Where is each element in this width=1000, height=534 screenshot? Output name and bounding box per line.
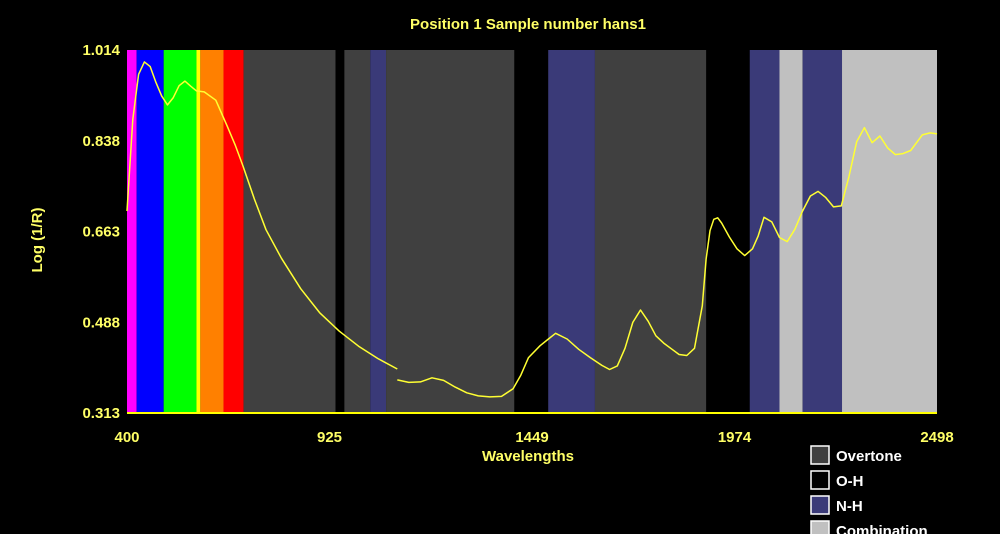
- legend-label: N-H: [836, 498, 863, 515]
- x-axis-label: Wavelengths: [482, 448, 574, 465]
- y-tick-labels: 1.014 0.838 0.663 0.488 0.313: [82, 42, 120, 422]
- x-tick-label: 925: [317, 429, 342, 446]
- x-tick-labels: 400 925 1449 1974 2498: [114, 429, 953, 446]
- band-2: [163, 50, 197, 413]
- band-13: [779, 50, 803, 413]
- legend-swatch: [810, 445, 830, 465]
- legend-swatch: [810, 470, 830, 490]
- x-tick-label: 1449: [515, 429, 548, 446]
- y-tick-label: 0.313: [82, 405, 120, 422]
- y-tick-label: 1.014: [82, 42, 120, 59]
- spectrum-line-segment-1: [397, 126, 938, 398]
- band-7: [344, 50, 371, 413]
- y-axis-label: Log (1/R): [29, 208, 46, 273]
- legend-swatch: [810, 495, 830, 515]
- x-tick-label: 400: [114, 429, 139, 446]
- band-1: [136, 50, 164, 413]
- band-10: [548, 50, 595, 413]
- band-0: [127, 50, 137, 413]
- legend-label: O-H: [836, 473, 864, 490]
- band-12: [749, 50, 780, 413]
- y-tick-label: 0.488: [82, 314, 120, 331]
- band-4: [200, 50, 224, 413]
- band-11: [594, 50, 707, 413]
- band-15: [842, 50, 937, 413]
- spectrum-series: [126, 61, 938, 398]
- x-tick-label: 1974: [718, 429, 752, 446]
- spectrum-line-segment-0: [126, 61, 398, 370]
- band-9: [386, 50, 515, 413]
- chart-title: Position 1 Sample number hans1: [410, 16, 646, 33]
- legend-label: Overtone: [836, 448, 902, 465]
- band-8: [370, 50, 387, 413]
- legend-swatch: [810, 520, 830, 534]
- spectral-bands: [127, 50, 937, 413]
- x-tick-label: 2498: [920, 429, 953, 446]
- band-5: [223, 50, 244, 413]
- y-tick-label: 0.838: [82, 133, 120, 150]
- band-14: [802, 50, 843, 413]
- band-3: [196, 50, 201, 413]
- band-6: [243, 50, 336, 413]
- y-tick-label: 0.663: [82, 224, 120, 241]
- legend-label: Combination: [836, 523, 928, 534]
- legend: Overtone O-H N-H Combination: [810, 445, 928, 534]
